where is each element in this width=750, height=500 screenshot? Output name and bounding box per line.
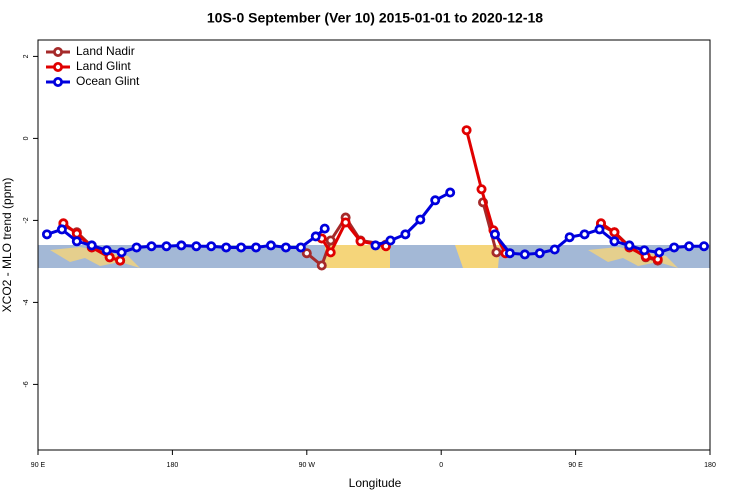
y-axis-label: XCO2 - MLO trend (ppm) — [0, 178, 14, 313]
data-point — [56, 224, 67, 235]
data-point — [549, 244, 560, 255]
data-point — [355, 236, 366, 247]
data-point — [564, 232, 575, 243]
data-point — [684, 241, 695, 252]
plot-frame — [37, 39, 711, 451]
data-point — [370, 240, 381, 251]
data-point — [131, 242, 142, 253]
data-point — [669, 242, 680, 253]
data-point — [699, 241, 710, 252]
data-point — [654, 247, 665, 258]
data-point — [445, 187, 456, 198]
data-point — [206, 241, 217, 252]
data-point — [295, 242, 306, 253]
legend-label: Land Nadir — [76, 44, 135, 58]
data-point — [430, 195, 441, 206]
data-point — [385, 235, 396, 246]
data-point — [265, 240, 276, 251]
data-point — [609, 227, 620, 238]
data-point — [86, 240, 97, 251]
y-tick-label: -6 — [23, 381, 30, 387]
y-tick-label: -4 — [23, 299, 30, 305]
legend-marker — [53, 77, 64, 88]
data-point — [251, 242, 262, 253]
data-point — [534, 248, 545, 259]
data-point — [176, 240, 187, 251]
data-point — [41, 229, 52, 240]
data-point — [280, 242, 291, 253]
chart-title: 10S-0 September (Ver 10) 2015-01-01 to 2… — [207, 10, 543, 26]
data-point — [316, 260, 327, 271]
legend-marker — [53, 47, 64, 58]
legend-label: Ocean Glint — [76, 74, 140, 88]
data-point — [71, 228, 82, 239]
data-point — [491, 247, 502, 258]
legend-marker — [53, 62, 64, 73]
data-point — [236, 242, 247, 253]
y-tick-label: 2 — [23, 54, 30, 58]
data-point — [489, 229, 500, 240]
data-point — [116, 247, 127, 258]
y-tick-label: -2 — [23, 217, 30, 223]
x-tick-label: 90 E — [31, 462, 46, 469]
x-tick-label: 90 W — [299, 462, 316, 469]
data-point — [609, 236, 620, 247]
y-tick-label: 0 — [23, 136, 30, 140]
data-point — [221, 242, 232, 253]
x-tick-label: 0 — [439, 462, 443, 469]
data-point — [71, 236, 82, 247]
data-point — [579, 229, 590, 240]
data-point — [519, 249, 530, 260]
data-point — [101, 245, 112, 256]
data-point — [115, 255, 126, 266]
data-point — [504, 248, 515, 259]
x-tick-label: 180 — [704, 462, 716, 469]
data-point — [319, 223, 330, 234]
data-point — [310, 231, 321, 242]
x-tick-label: 90 E — [568, 462, 583, 469]
data-point — [325, 235, 336, 246]
data-point — [415, 214, 426, 225]
data-point — [400, 229, 411, 240]
legend-label: Land Glint — [76, 59, 131, 73]
data-point — [191, 241, 202, 252]
data-point — [639, 245, 650, 256]
data-point — [146, 241, 157, 252]
data-point — [161, 241, 172, 252]
data-point — [340, 217, 351, 228]
data-point — [594, 224, 605, 235]
data-point — [301, 248, 312, 259]
data-point — [461, 125, 472, 136]
data-point — [476, 184, 487, 195]
x-axis-label: Longitude — [349, 476, 402, 490]
data-point — [624, 240, 635, 251]
x-tick-label: 180 — [167, 462, 179, 469]
data-point — [325, 247, 336, 258]
